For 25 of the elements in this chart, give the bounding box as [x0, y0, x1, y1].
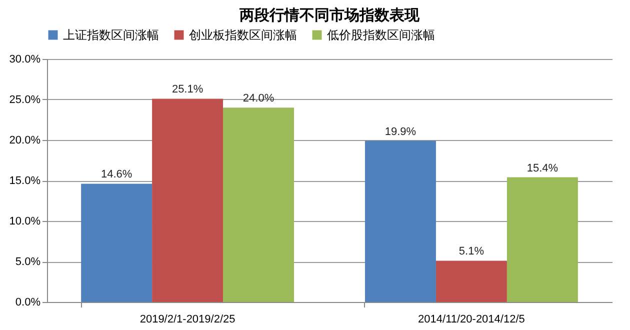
bar	[364, 140, 436, 302]
data-label: 24.0%	[242, 92, 274, 105]
bar	[436, 260, 507, 302]
y-tick-label: 30.0%	[9, 54, 41, 66]
data-label: 5.1%	[458, 246, 484, 258]
bar	[81, 184, 152, 302]
x-tick-label: 2014/11/20-2014/12/5	[418, 314, 525, 326]
y-tick-label: 15.0%	[9, 175, 41, 187]
data-label: 15.4%	[526, 162, 558, 174]
y-tick-label: 0.0%	[15, 296, 41, 308]
data-label: 14.6%	[100, 168, 132, 181]
chart-title: 两段行情不同市场指数表现	[238, 6, 420, 24]
y-tick-label: 5.0%	[15, 256, 41, 268]
y-tick-label: 20.0%	[9, 134, 41, 146]
y-tick-label: 25.0%	[9, 94, 41, 106]
bar	[152, 98, 224, 302]
legend-label: 上证指数区间涨幅	[63, 28, 159, 42]
x-tick-label: 2019/2/1-2019/2/25	[140, 314, 236, 326]
bar	[506, 177, 578, 302]
legend-label: 低价股指数区间涨幅	[327, 28, 435, 42]
legend-label: 创业板指数区间涨幅	[189, 28, 297, 42]
y-tick-label: 10.0%	[9, 216, 41, 228]
bar	[223, 108, 294, 302]
data-label: 19.9%	[384, 126, 416, 138]
data-label: 25.1%	[172, 84, 204, 96]
